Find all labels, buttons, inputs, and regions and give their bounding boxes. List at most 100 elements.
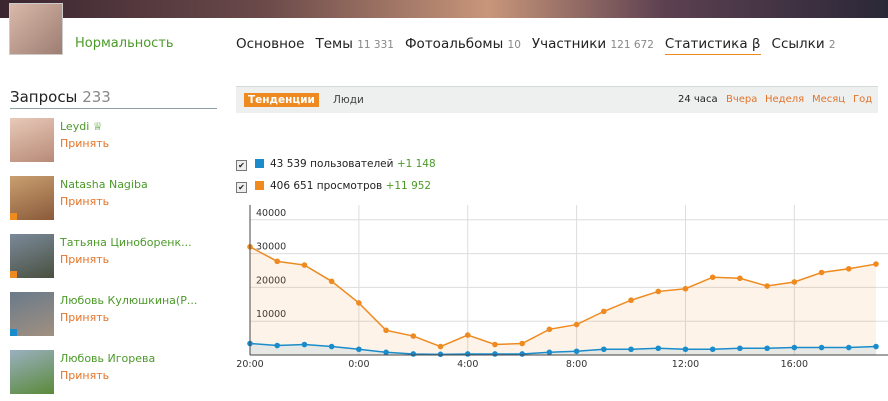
point <box>818 344 825 351</box>
point <box>601 346 607 353</box>
point <box>328 343 335 350</box>
nav-label: Темы <box>315 36 353 52</box>
status-badge <box>10 329 17 336</box>
point <box>573 348 580 355</box>
request-name[interactable]: Natasha Nagiba <box>60 178 148 191</box>
point <box>519 351 525 357</box>
point <box>873 261 879 267</box>
period[interactable]: Вчера <box>726 94 758 105</box>
tab[interactable]: Тенденции <box>244 93 319 107</box>
legend-change: +1 148 <box>396 158 436 170</box>
request-avatar[interactable] <box>10 350 54 394</box>
area <box>250 246 876 355</box>
request: Татьяна Циноборенк... Принять <box>10 234 220 284</box>
point <box>546 349 553 356</box>
request-name[interactable]: Leydi ♕ <box>60 120 103 133</box>
point <box>628 297 634 304</box>
period[interactable]: Неделя <box>765 94 805 105</box>
legend-item: ✔ 43 539 пользователей +1 148 <box>236 158 436 171</box>
point <box>573 321 580 328</box>
point <box>737 345 743 352</box>
point <box>519 340 525 347</box>
nav-item[interactable]: Темы 11 331 <box>315 36 393 55</box>
request-avatar[interactable] <box>10 118 54 162</box>
point <box>764 283 770 289</box>
point <box>546 326 553 333</box>
y-tick-label: 10000 <box>256 309 286 320</box>
chart: 20:00 0:00 4:00 8:00 12:00 16:00 10000 20000 300… <box>236 205 888 370</box>
point <box>383 349 389 356</box>
point <box>410 351 417 357</box>
legend-name: 406 651 просмотров <box>270 180 383 192</box>
nav-item[interactable]: Статистика β <box>664 36 761 55</box>
x-tick-label: 4:00 <box>457 359 478 370</box>
point <box>845 265 852 272</box>
legend-swatch <box>255 181 264 190</box>
checkbox[interactable]: ✔ <box>236 182 247 193</box>
nav-label: Ссылки <box>771 36 825 52</box>
point <box>437 343 444 350</box>
nav-item[interactable]: Фотоальбомы 10 <box>405 36 521 55</box>
request: Leydi ♕ Принять <box>10 118 220 168</box>
nav-count: 121 672 <box>610 39 654 51</box>
point <box>709 346 716 353</box>
point <box>655 345 662 352</box>
request-name[interactable]: Татьяна Циноборенк... <box>60 236 192 249</box>
point <box>383 327 389 334</box>
accept-link[interactable]: Принять <box>60 137 110 150</box>
period[interactable]: Месяц <box>812 94 846 105</box>
area <box>250 343 876 355</box>
request: Любовь Игорева Принять <box>10 350 220 400</box>
point <box>737 275 743 282</box>
accept-link[interactable]: Принять <box>60 195 110 208</box>
x-tick-label: 16:00 <box>781 359 808 370</box>
point <box>328 278 335 285</box>
request-avatar[interactable] <box>10 234 54 278</box>
point <box>818 269 825 276</box>
point <box>464 351 471 357</box>
group-avatar[interactable] <box>9 3 63 55</box>
point <box>437 351 444 358</box>
request: Любовь Кулюшкина(Р... Принять <box>10 292 220 342</box>
checkbox[interactable]: ✔ <box>236 160 247 171</box>
count: 233 <box>82 88 111 106</box>
status-badge <box>10 271 17 278</box>
accept-link[interactable]: Принять <box>60 253 110 266</box>
point <box>682 285 689 292</box>
point <box>709 274 716 281</box>
y-tick-label: 30000 <box>256 242 286 253</box>
line <box>249 342 877 356</box>
nav-label: Участники <box>531 36 607 52</box>
period[interactable]: Год <box>853 94 873 105</box>
nav-label: Основное <box>236 36 305 52</box>
request-avatar[interactable] <box>10 292 54 336</box>
point <box>356 346 362 353</box>
point <box>655 288 662 295</box>
request-name[interactable]: Любовь Кулюшкина(Р... <box>60 294 198 307</box>
request-name[interactable]: Любовь Игорева <box>60 352 156 365</box>
accept-link[interactable]: Принять <box>60 369 110 382</box>
request: Natasha Nagiba Принять <box>10 176 220 226</box>
nav: Основное Темы 11 331 Фотоальбомы 10 Участни… <box>236 36 836 55</box>
point <box>301 341 308 348</box>
nav-item[interactable]: Основное <box>236 36 304 55</box>
point <box>410 333 417 339</box>
period[interactable]: 24 часа <box>678 94 718 105</box>
point <box>791 344 798 351</box>
request-avatar[interactable] <box>10 176 54 220</box>
status-badge <box>10 213 17 220</box>
legend-item: ✔ 406 651 просмотров +11 952 <box>236 180 431 193</box>
y-tick-label: 40000 <box>256 208 286 219</box>
accept-link[interactable]: Принять <box>60 311 110 324</box>
nav-item[interactable]: Участники 121 672 <box>532 36 654 55</box>
title: Запросы <box>10 88 78 106</box>
point <box>845 344 852 351</box>
nav-count: 11 331 <box>357 39 394 51</box>
tab[interactable]: Люди <box>333 94 364 106</box>
point <box>464 332 471 338</box>
nav-item[interactable]: Ссылки 2 <box>772 36 836 55</box>
point <box>356 300 362 306</box>
y-tick-label: 20000 <box>256 275 286 286</box>
group-name[interactable]: Нормальность <box>75 36 174 51</box>
x-tick-label: 12:00 <box>672 359 699 370</box>
